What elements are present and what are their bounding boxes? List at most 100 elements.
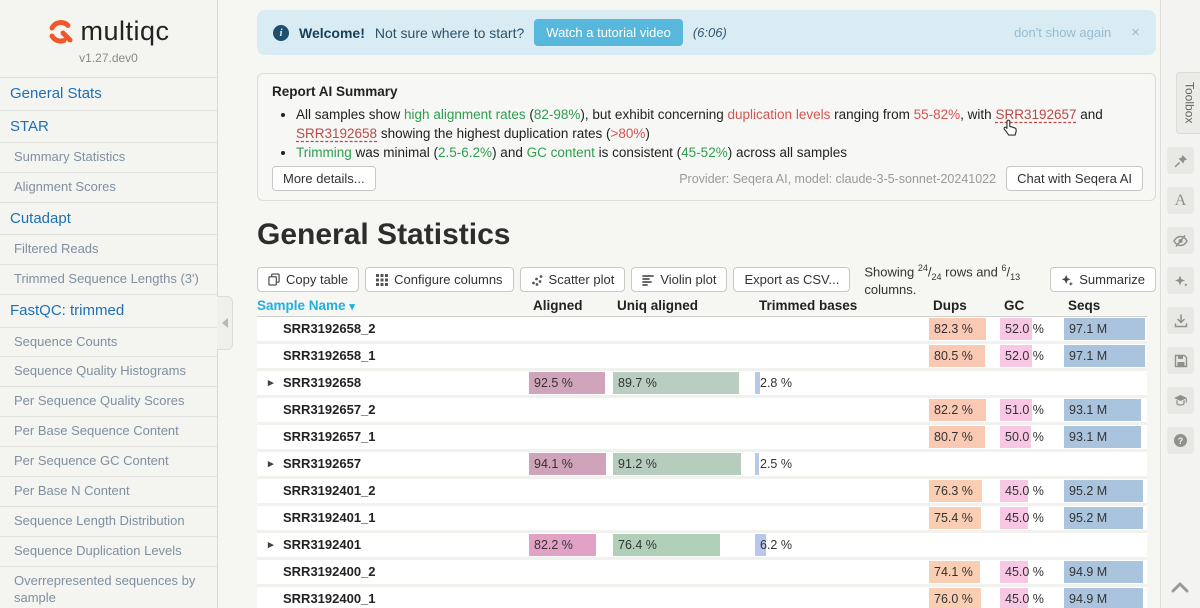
ai-summary-toolbox-button[interactable] (1167, 267, 1194, 294)
close-icon[interactable]: × (1131, 24, 1140, 41)
sidebar-item[interactable]: Sequence Quality Histograms (0, 357, 217, 388)
summary-text: is consistent ( (594, 145, 682, 160)
chat-seqera-button[interactable]: Chat with Seqera AI (1006, 166, 1143, 191)
value-bar (1064, 507, 1143, 529)
sample-name[interactable]: SRR3192401_2 (283, 483, 376, 498)
copy-table-button[interactable]: Copy table (257, 267, 360, 293)
sample-link[interactable]: SRR3192658 (296, 126, 378, 141)
cell-gc: 52.0 % (1000, 317, 1062, 341)
sample-name[interactable]: SRR3192657_2 (283, 402, 376, 417)
summary-text: showing the highest duplication rates ( (377, 126, 611, 141)
scatter-plot-button[interactable]: Scatter plot (519, 267, 626, 293)
expand-caret-icon[interactable]: ▸ (268, 377, 274, 389)
cell-uniq-aligned: 76.4 % (613, 533, 753, 557)
cell-uniq-aligned (613, 344, 753, 368)
cell-value: 94.9 M (1069, 565, 1108, 579)
cell-value: 74.1 % (934, 565, 973, 579)
sample-name[interactable]: SRR3192658_1 (283, 348, 376, 363)
sidebar-item[interactable]: Cutadapt (0, 203, 217, 236)
watch-tutorial-button[interactable]: Watch a tutorial video (534, 19, 683, 46)
sidebar-collapse-button[interactable] (217, 296, 233, 350)
sample-name[interactable]: SRR3192657_1 (283, 429, 376, 444)
sidebar-item[interactable]: Trimmed Sequence Lengths (3') (0, 265, 217, 296)
save-button[interactable] (1167, 347, 1194, 374)
sample-name[interactable]: SRR3192658_2 (283, 321, 376, 336)
cell-trimmed-bases (755, 560, 927, 584)
value-bar (529, 372, 605, 394)
value-bar (929, 426, 985, 448)
download-button[interactable] (1167, 307, 1194, 334)
sidebar-item[interactable]: Sequence Counts (0, 328, 217, 358)
sample-name[interactable]: SRR3192401_1 (283, 510, 376, 525)
value-bar (1000, 426, 1031, 448)
sidebar-item[interactable]: Filtered Reads (0, 235, 217, 266)
summary-text: All samples show (296, 107, 405, 122)
column-header-trimmed-bases[interactable]: Trimmed bases (759, 298, 858, 313)
export-csv-button[interactable]: Export as CSV... (733, 267, 851, 293)
sidebar-item[interactable]: Overrepresented sequences by sample (0, 567, 217, 608)
sidebar-item[interactable]: Sequence Length Distribution (0, 507, 217, 537)
cell-value: 95.2 M (1069, 511, 1108, 525)
column-header-seqs[interactable]: Seqs (1068, 298, 1101, 313)
cell-seqs: 94.9 M (1064, 587, 1147, 608)
column-header-aligned[interactable]: Aligned (533, 298, 583, 313)
more-details-button[interactable]: More details... (272, 166, 376, 191)
value-bar (929, 318, 986, 340)
general-stats-table: Sample Name ▾ Aligned Uniq aligned Trimm… (257, 295, 1147, 608)
value-bar (1000, 480, 1028, 502)
dont-show-again-link[interactable]: don't show again (1014, 25, 1112, 40)
sidebar-item[interactable]: STAR (0, 111, 217, 143)
column-header-gc[interactable]: GC (1004, 298, 1025, 313)
tutorial-button[interactable] (1167, 387, 1194, 414)
cell-value: 82.2 % (934, 403, 973, 417)
ai-summary-bullets: All samples show high alignment rates (8… (296, 105, 1141, 162)
cell-uniq-aligned (613, 506, 753, 530)
sample-name[interactable]: ▸ SRR3192658 (257, 371, 527, 395)
value-bar (755, 372, 760, 394)
sidebar-item[interactable]: Per Base N Content (0, 477, 217, 507)
hide-samples-button[interactable] (1167, 227, 1194, 254)
configure-columns-button[interactable]: Configure columns (365, 267, 514, 293)
cell-uniq-aligned (613, 560, 753, 584)
sidebar-item[interactable]: General Stats (0, 78, 217, 111)
cell-value: 45.0 % (1005, 592, 1044, 606)
cell-seqs: 97.1 M (1064, 344, 1147, 368)
column-header-sample-name[interactable]: Sample Name ▾ (257, 298, 355, 313)
cell-value: 52.0 % (1005, 322, 1044, 336)
sidebar-item[interactable]: Per Base Sequence Content (0, 417, 217, 448)
violin-plot-button[interactable]: Violin plot (631, 267, 728, 293)
sidebar-item[interactable]: Summary Statistics (0, 143, 217, 173)
summarize-button[interactable]: Summarize (1050, 267, 1156, 293)
sidebar-item[interactable]: FastQC: trimmed (0, 295, 217, 328)
table-toolbar: Copy table Configure columns Scatter plo… (257, 263, 1156, 297)
font-size-button[interactable]: A (1167, 187, 1194, 214)
help-button[interactable]: ? (1167, 427, 1194, 454)
cell-gc (1000, 452, 1062, 476)
sample-name[interactable]: SRR3192400_1 (283, 591, 376, 606)
sidebar-item[interactable]: Per Sequence GC Content (0, 447, 217, 478)
sample-name[interactable]: ▸ SRR3192657 (257, 452, 527, 476)
sidebar-item[interactable]: Sequence Duplication Levels (0, 537, 217, 567)
summary-text: , with (960, 107, 996, 122)
sparkle-icon (1174, 275, 1187, 286)
page-title: General Statistics (257, 218, 511, 251)
sample-name[interactable]: SRR3192400_2 (283, 564, 376, 579)
summary-text: high alignment rates (404, 107, 526, 122)
expand-caret-icon[interactable]: ▸ (268, 458, 274, 470)
summary-text: 45-52% (681, 145, 728, 160)
back-to-top-button[interactable] (1170, 581, 1190, 596)
cell-uniq-aligned (613, 425, 753, 449)
sample-link[interactable]: SRR3192657 (995, 107, 1077, 122)
sample-name[interactable]: ▸ SRR3192401 (257, 533, 527, 557)
column-header-uniq-aligned[interactable]: Uniq aligned (617, 298, 698, 313)
pin-samples-button[interactable] (1167, 147, 1194, 174)
cell-dups: 76.0 % (929, 587, 998, 608)
cell-trimmed-bases: 2.8 % (755, 371, 927, 395)
sidebar-item[interactable]: Per Sequence Quality Scores (0, 387, 217, 418)
expand-caret-icon[interactable]: ▸ (268, 539, 274, 551)
toolbox-tab[interactable]: Toolbox (1176, 72, 1200, 134)
column-header-dups[interactable]: Dups (933, 298, 967, 313)
logo-block: multiqc v1.27.dev0 (0, 0, 217, 77)
sidebar-item[interactable]: Alignment Scores (0, 173, 217, 203)
cell-dups: 76.3 % (929, 479, 998, 503)
